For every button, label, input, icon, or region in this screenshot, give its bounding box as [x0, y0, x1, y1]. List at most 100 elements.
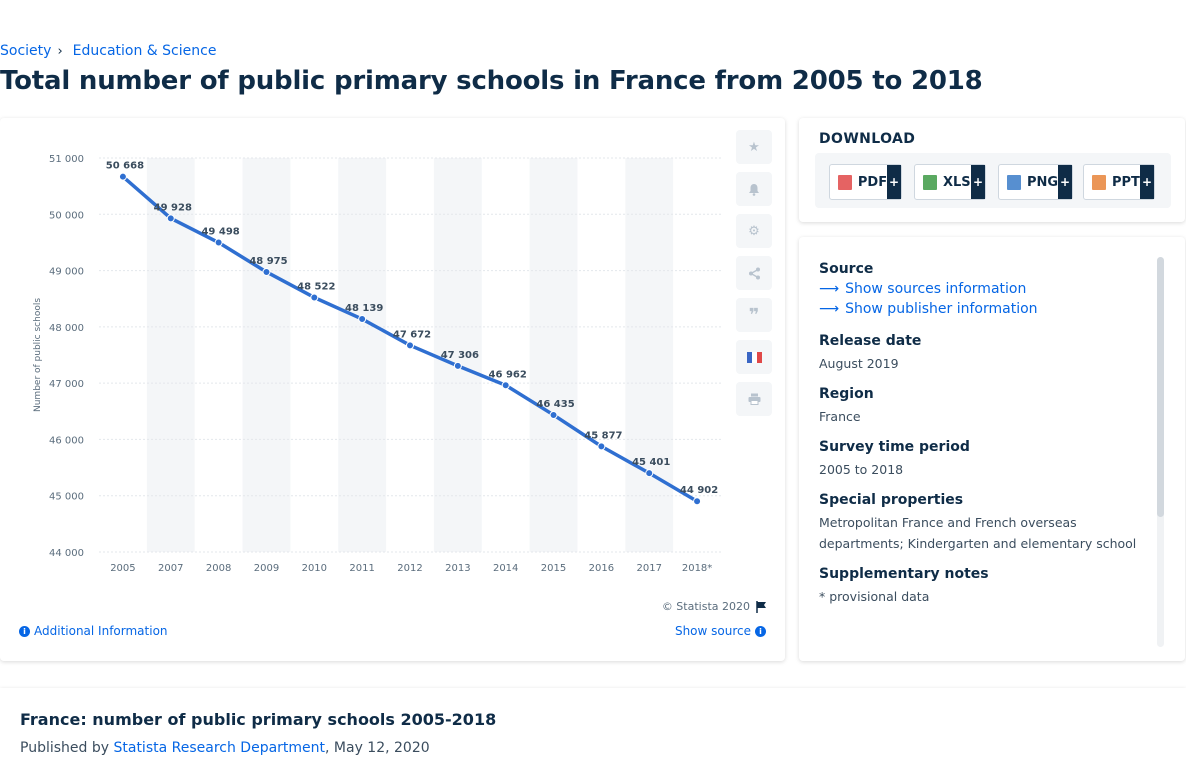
data-point [597, 442, 606, 451]
x-tick-label: 2015 [541, 563, 566, 574]
show-sources-label: Show sources information [845, 281, 1027, 297]
breadcrumb-society[interactable]: Society [0, 43, 52, 59]
download-ppt-label: PPT [1112, 174, 1140, 190]
data-point [406, 341, 414, 350]
data-point [214, 238, 223, 247]
data-point [549, 410, 558, 419]
y-tick-label: 50 000 [49, 210, 84, 221]
release-date-label: Release date [819, 333, 922, 349]
special-properties-value: Metropolitan France and French overseas … [819, 515, 1137, 551]
chart-card: 44 000 45 000 46 000 47 000 48 000 49 000 50 0… [0, 118, 785, 661]
source-label: Source [819, 261, 874, 277]
data-label: 47 306 [441, 350, 479, 361]
notification-button[interactable] [736, 172, 772, 206]
download-pdf-label: PDF [857, 174, 888, 190]
download-card: DOWNLOAD PDF + XLS + PNG + PPT + [799, 118, 1185, 222]
column-band [338, 158, 387, 552]
x-tick-label: 2016 [589, 563, 614, 574]
xls-file-icon [923, 174, 937, 190]
flag-report-icon[interactable] [756, 600, 767, 613]
arrow-right-icon: ⟶ [819, 301, 840, 317]
plus-icon: + [1058, 165, 1072, 199]
publisher-link[interactable]: Statista Research Department [113, 740, 326, 756]
download-xls-label: XLS [943, 174, 971, 190]
statistic-details-card: Source ⟶ Show sources information ⟶ Show… [799, 237, 1185, 661]
details-scrollbar[interactable] [1157, 257, 1164, 647]
data-label: 45 401 [632, 457, 670, 468]
download-title: DOWNLOAD [819, 131, 916, 147]
show-source-link[interactable]: Show source i [675, 624, 766, 638]
data-point [310, 293, 319, 302]
y-tick-label: 45 000 [49, 492, 84, 503]
column-band [242, 158, 291, 552]
x-tick-label: 2012 [397, 563, 422, 574]
pdf-file-icon [838, 174, 852, 190]
y-tick-label: 46 000 [49, 435, 84, 446]
download-png-button[interactable]: PNG + [998, 164, 1073, 200]
language-button[interactable] [736, 340, 772, 374]
share-button[interactable] [736, 256, 772, 290]
download-ppt-button[interactable]: PPT + [1083, 164, 1155, 200]
column-band [433, 158, 482, 552]
arrow-right-icon: ⟶ [819, 281, 840, 297]
statistic-summary-card: France: number of public primary schools… [0, 688, 1186, 760]
statistic-summary-title: France: number of public primary schools… [20, 710, 497, 729]
data-label: 49 498 [201, 227, 239, 238]
y-tick-label: 48 000 [49, 323, 84, 334]
data-label: 48 522 [297, 281, 335, 292]
download-png-label: PNG [1026, 174, 1059, 190]
data-point [118, 172, 127, 181]
data-label: 46 962 [489, 369, 527, 380]
show-sources-link[interactable]: ⟶ Show sources information [819, 281, 1149, 297]
settings-button[interactable]: ⚙ [736, 214, 772, 248]
statistic-details: Source ⟶ Show sources information ⟶ Show… [819, 261, 1149, 619]
cite-button[interactable]: ❞ [736, 298, 772, 332]
data-label: 48 139 [345, 303, 383, 314]
y-tick-label: 44 000 [49, 548, 84, 559]
download-pdf-button[interactable]: PDF + [829, 164, 902, 200]
print-button[interactable] [736, 382, 772, 416]
png-file-icon [1007, 174, 1021, 190]
additional-information-label: Additional Information [34, 624, 168, 638]
data-point [693, 497, 702, 506]
share-icon [748, 267, 760, 279]
additional-information-link[interactable]: i Additional Information [19, 624, 168, 638]
plus-icon: + [1140, 165, 1154, 199]
quote-icon: ❞ [748, 304, 760, 326]
chart-toolbar: ★ ⚙ ❞ [736, 130, 772, 424]
x-tick-label: 2008 [206, 563, 231, 574]
data-point [501, 381, 510, 390]
data-label: 48 975 [249, 256, 287, 267]
breadcrumb-education-science[interactable]: Education & Science [72, 43, 217, 59]
column-band [625, 158, 674, 552]
download-buttons: PDF + XLS + PNG + PPT + [815, 153, 1171, 208]
x-tick-label: 2018* [682, 563, 712, 574]
column-band [146, 158, 195, 552]
show-publisher-link[interactable]: ⟶ Show publisher information [819, 301, 1149, 317]
supplementary-notes-label: Supplementary notes [819, 566, 989, 582]
breadcrumb-separator-icon: › [57, 43, 63, 59]
data-point [166, 214, 175, 223]
data-point [453, 361, 462, 370]
download-xls-button[interactable]: XLS + [914, 164, 986, 200]
favorite-button[interactable]: ★ [736, 130, 772, 164]
printer-icon [748, 393, 760, 405]
survey-period-label: Survey time period [819, 439, 970, 455]
plus-icon: + [971, 165, 985, 199]
french-flag-icon [746, 351, 762, 363]
y-tick-label: 47 000 [49, 379, 84, 390]
published-by: Published by Statista Research Departmen… [20, 740, 430, 756]
y-tick-label: 49 000 [49, 267, 84, 278]
scrollbar-thumb[interactable] [1157, 257, 1164, 517]
x-tick-label: 2007 [158, 563, 183, 574]
x-tick-label: 2013 [445, 563, 470, 574]
ppt-file-icon [1092, 174, 1106, 190]
show-source-label: Show source [674, 624, 751, 638]
gear-icon: ⚙ [748, 223, 760, 239]
x-tick-label: 2009 [254, 563, 279, 574]
data-label: 44 902 [680, 485, 718, 496]
page-title: Total number of public primary schools i… [0, 66, 983, 96]
supplementary-notes-value: * provisional data [819, 589, 930, 604]
survey-period-value: 2005 to 2018 [819, 462, 904, 477]
published-date: , May 12, 2020 [325, 740, 430, 756]
